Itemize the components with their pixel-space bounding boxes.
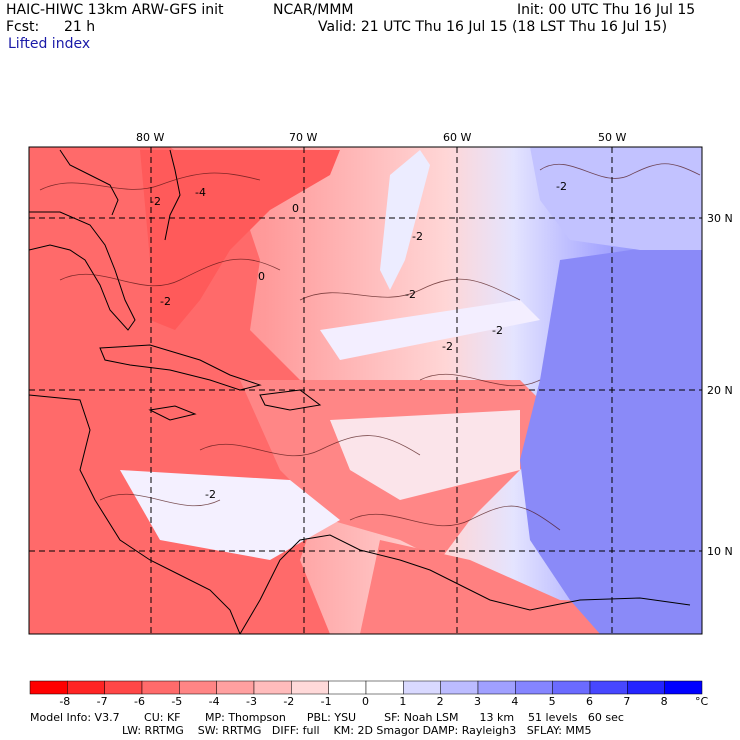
colorbar-swatch [365,680,404,695]
colorbar-tick-label: 1 [399,695,407,708]
contour-label: -2 [492,324,503,337]
lon-label: 50 W [598,131,627,144]
colorbar-swatch [664,680,703,695]
colorbar-tick-label: -5 [171,695,183,708]
colorbar [29,680,703,695]
colorbar-swatch [253,680,292,695]
lat-label: 10 N [707,545,733,558]
colorbar-swatch [627,680,665,695]
colorbar-swatch [552,680,591,695]
contour-label: -2 [412,230,423,243]
forecast-label: Fcst: [6,19,40,35]
cool-streak-1 [380,150,430,290]
colorbar-swatch [67,680,105,695]
model-title: HAIC-HIWC 13km ARW-GFS init [6,2,224,18]
colorbar-swatch [179,680,217,695]
colorbar-swatch [440,680,479,695]
colorbar-swatch [104,680,143,695]
forecast-hour: 21 h [64,19,96,35]
colorbar-swatch [216,680,255,695]
colorbar-swatch [477,680,516,695]
colorbar-tick-label: 8 [660,695,668,708]
physics-info: LW: RRTMG SW: RRTMG DIFF: full KM: 2D Sm… [122,724,592,737]
lon-label: 60 W [443,131,472,144]
colorbar-swatch [141,680,180,695]
cool-streak-2 [320,300,540,360]
contour-label: -2 [160,295,171,308]
contour-label: -2 [405,288,416,301]
contour-label: 0 [292,202,299,215]
neutral-band [330,410,520,500]
colorbar-tick-label: -2 [283,695,295,708]
colorbar-tick-label: -4 [208,695,220,708]
colorbar-tick-label: 7 [623,695,631,708]
lat-lon-grid [29,147,702,634]
agency-label: NCAR/MMM [273,2,354,18]
colorbar-swatch [29,680,68,695]
colorbar-tick-label: 3 [474,695,481,708]
colorbar-tick-label: -6 [134,695,145,708]
lon-label: 70 W [289,131,318,144]
field-name: Lifted index [8,36,91,52]
coastlines [29,149,691,634]
lat-label: 20 N [707,384,733,397]
colorbar-unit: °C [695,695,709,708]
contour-label: -4 [195,186,206,199]
colorbar-tick-label: -1 [320,695,332,708]
lat-label: 30 N [707,212,733,225]
contour-label: -2 [150,195,161,208]
colorbar-swatch [515,680,553,695]
map-frame [28,146,703,635]
contour-label: -2 [556,180,567,193]
contour-label: 0 [258,270,265,283]
colorbar-tick-label: 0 [362,695,369,708]
warm-region-gulfstream [140,150,340,330]
init-time: Init: 00 UTC Thu 16 Jul 15 [517,2,696,18]
model-info: Model Info: V3.7 CU: KF MP: Thompson PBL… [30,711,624,724]
cool-region-east [520,240,702,634]
colorbar-tick-label: -7 [96,695,108,708]
neutral-band-south [120,470,340,560]
colorbar-tick-label: 4 [511,695,519,708]
colorbar-tick-label: -3 [246,695,257,708]
colorbar-swatch [403,680,441,695]
colorbar-swatch [328,680,367,695]
cool-region-northeast [530,147,702,250]
valid-time: Valid: 21 UTC Thu 16 Jul 15 (18 LST Thu … [318,19,668,35]
contour-lines [39,163,701,531]
colorbar-tick-label: 6 [586,695,593,708]
colorbar-tick-label: 5 [548,695,556,708]
colorbar-swatch [291,680,329,695]
contour-label: -2 [205,488,216,501]
colorbar-tick-label: 2 [436,695,444,708]
lon-label: 80 W [136,131,165,144]
contour-label: -2 [442,340,453,353]
colorbar-swatch [589,680,628,695]
colorbar-tick-label: -8 [59,695,71,708]
